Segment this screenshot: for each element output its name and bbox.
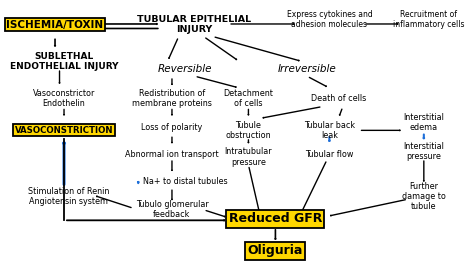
Text: Redistribution of
membrane proteins: Redistribution of membrane proteins (132, 89, 212, 108)
Text: Tubular back
leak: Tubular back leak (304, 121, 355, 140)
Text: Further
damage to
tubule: Further damage to tubule (402, 182, 446, 211)
Text: Irreversible: Irreversible (277, 64, 336, 74)
Text: Express cytokines and
adhesion molecules: Express cytokines and adhesion molecules (286, 10, 372, 29)
Text: Reversible: Reversible (158, 64, 213, 74)
Text: TUBULAR EPITHELIAL
INJURY: TUBULAR EPITHELIAL INJURY (137, 15, 252, 34)
Text: Intratubular
pressure: Intratubular pressure (225, 147, 272, 167)
Text: Loss of polarity: Loss of polarity (141, 123, 202, 132)
Text: Reduced GFR: Reduced GFR (229, 213, 322, 226)
Text: Oliguria: Oliguria (248, 244, 303, 257)
Text: Na+ to distal tubules: Na+ to distal tubules (143, 177, 228, 186)
Text: Abnormal ion transport: Abnormal ion transport (125, 150, 219, 159)
Text: SUBLETHAL
ENDOTHELIAL INJURY: SUBLETHAL ENDOTHELIAL INJURY (10, 52, 118, 71)
Text: Tubulo glomerular
feedback: Tubulo glomerular feedback (136, 200, 209, 219)
Text: Tubule
obstruction: Tubule obstruction (226, 121, 271, 140)
Text: ISCHEMIA/TOXIN: ISCHEMIA/TOXIN (7, 19, 104, 30)
Text: VASOCONSTRICTION: VASOCONSTRICTION (15, 126, 113, 135)
Text: Death of cells: Death of cells (311, 94, 366, 103)
Text: Recruitment of
inflammatory cells: Recruitment of inflammatory cells (392, 10, 464, 29)
Text: Interstitial
pressure: Interstitial pressure (403, 142, 444, 161)
Text: Vasoconstrictor
Endothelin: Vasoconstrictor Endothelin (33, 89, 95, 108)
Text: Tubular flow: Tubular flow (305, 150, 354, 159)
Text: Interstitial
edema: Interstitial edema (403, 113, 444, 132)
Text: Stimulation of Renin
Angiotensin system: Stimulation of Renin Angiotensin system (28, 187, 109, 206)
Text: Detachment
of cells: Detachment of cells (223, 89, 273, 108)
